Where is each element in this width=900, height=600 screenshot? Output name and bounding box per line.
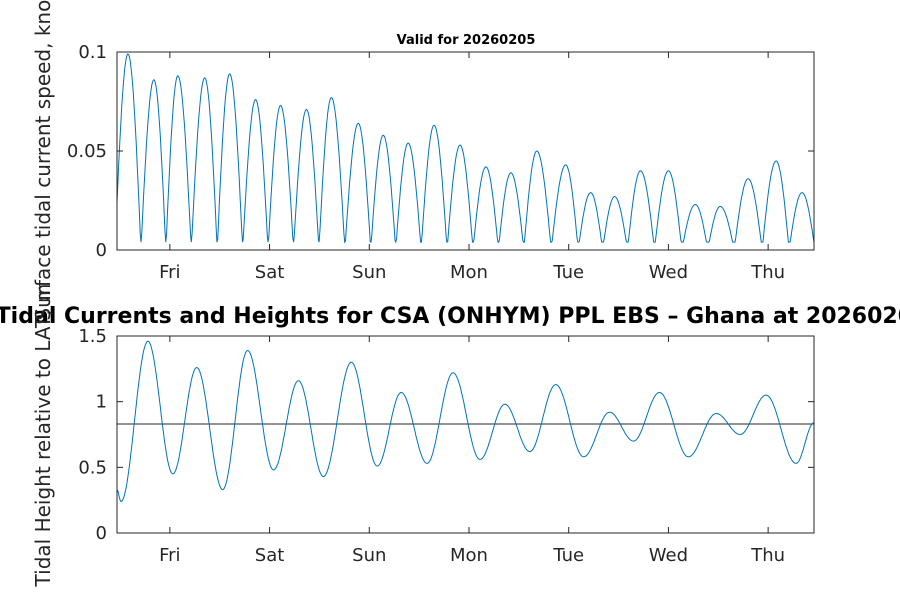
x-tick-label: Tue bbox=[552, 262, 584, 283]
y-tick-label: 0.1 bbox=[78, 42, 107, 63]
axes-box bbox=[116, 335, 815, 534]
y-tick-label: 1 bbox=[96, 392, 107, 413]
y-tick-label: 0.5 bbox=[78, 457, 107, 478]
x-tick-label: Fri bbox=[159, 545, 180, 566]
tidal-height-plot: Fri Sat Sun Mon Tue Wed Thu 0 0.5 1 1.5 bbox=[78, 326, 815, 566]
height-y-axis-label: Tidal Height relative to LAT, m bbox=[31, 284, 55, 588]
y-tick-label: 0.05 bbox=[67, 141, 107, 162]
x-tick-label: Sat bbox=[255, 262, 285, 283]
current-chart-title: Valid for 20260205 bbox=[397, 33, 536, 48]
y-tick-label: 0 bbox=[96, 240, 107, 261]
x-tick-label: Sun bbox=[352, 545, 386, 566]
y-tick-label: 0 bbox=[96, 523, 107, 544]
x-tick-label: Thu bbox=[750, 545, 785, 566]
x-tick-label: Fri bbox=[159, 262, 180, 283]
x-tick-label: Mon bbox=[450, 545, 488, 566]
tidal-height-series bbox=[116, 340, 815, 503]
x-tick-label: Mon bbox=[450, 262, 488, 283]
x-tick-label: Wed bbox=[649, 262, 688, 283]
x-tick-label: Sat bbox=[255, 545, 285, 566]
y-tick-label: 1.5 bbox=[78, 326, 107, 347]
x-tick-label: Thu bbox=[750, 262, 785, 283]
current-speed-series bbox=[116, 53, 815, 244]
height-chart-title: Tidal Currents and Heights for CSA (ONHY… bbox=[0, 304, 900, 329]
x-tick-label: Wed bbox=[649, 545, 688, 566]
current-speed-plot: Fri Sat Sun Mon Tue Wed Thu 0 0.05 0.1 bbox=[67, 42, 815, 283]
x-tick-label: Tue bbox=[552, 545, 584, 566]
x-tick-label: Sun bbox=[352, 262, 386, 283]
current-y-axis-label: Surface tidal current speed, knots bbox=[31, 0, 55, 321]
